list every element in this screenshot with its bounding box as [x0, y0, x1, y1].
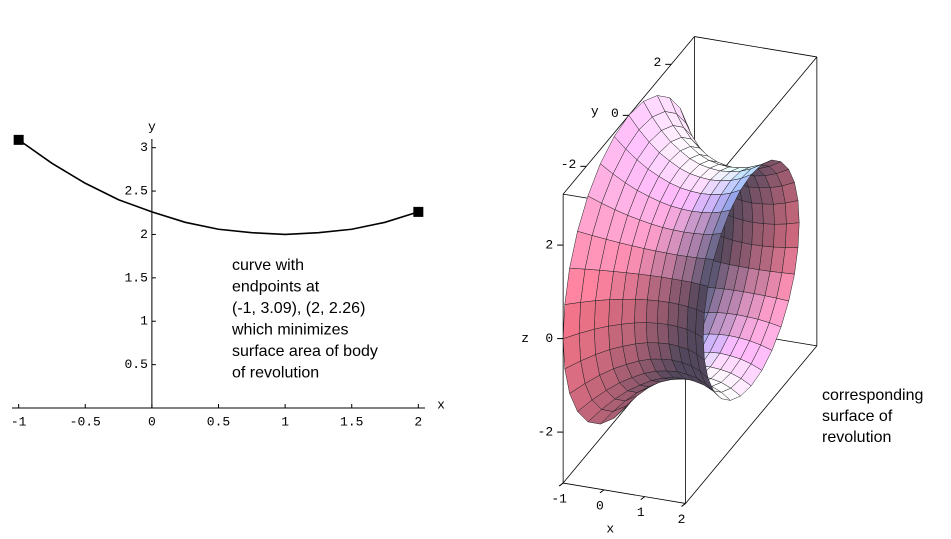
endpoint-marker: [413, 206, 424, 217]
annotation: surface area of body: [232, 343, 378, 360]
annotation: of revolution: [232, 365, 319, 382]
surface-patch: [667, 301, 680, 327]
tick-label: -2: [561, 157, 577, 172]
y-axis-label: y: [148, 119, 156, 134]
annotation: revolution: [822, 429, 891, 446]
surface-patch: [569, 230, 593, 270]
annotation: which minimizes: [231, 322, 348, 339]
surface-patch: [741, 200, 754, 223]
tick: [681, 503, 686, 507]
box-edge: [694, 36, 817, 58]
y-axis-label: y: [591, 104, 599, 119]
tick-label: 1: [637, 505, 645, 520]
z-axis-label: z: [521, 331, 529, 346]
surface-patch: [732, 217, 744, 243]
box-edge: [563, 482, 686, 504]
tick-label: -1: [551, 491, 567, 506]
curve: [18, 139, 419, 236]
surface-patch: [593, 299, 610, 330]
x-axis-label: x: [606, 522, 614, 537]
surface-patch: [762, 203, 775, 225]
x-tick-label: 0: [148, 414, 156, 429]
x-axis-label: x: [437, 397, 445, 412]
surface-patch: [686, 306, 697, 334]
surface-patch: [785, 200, 800, 225]
y-tick-label: 2.5: [124, 184, 147, 199]
surface-patch: [621, 322, 636, 347]
annotation: (-1, 3.09), (2, 2.26): [232, 300, 365, 317]
box-edge: [685, 345, 818, 504]
annotation: curve with: [232, 257, 304, 274]
x-tick-label: 1.5: [340, 414, 363, 429]
surface-patch: [741, 219, 754, 245]
surface-patch: [762, 223, 775, 248]
x-tick-label: -1: [11, 414, 27, 429]
tick: [640, 496, 646, 501]
annotation: corresponding: [822, 387, 923, 404]
surface-patch: [578, 300, 596, 334]
surface-patch: [634, 298, 648, 324]
curve-plot: -1 -0.5 0 0.5 1 1.5 2 0.5 1 1.5 2 2.5 3 x y curve with e…: [11, 119, 445, 429]
surface-patch: [785, 222, 800, 248]
x-tick-label: -0.5: [70, 414, 101, 429]
surface-patch: [634, 322, 648, 345]
surface-patch: [695, 309, 705, 339]
endpoint-marker: [13, 134, 24, 145]
tick-label: -2: [538, 425, 554, 440]
surface-patch: [657, 322, 670, 345]
surface-patch: [657, 300, 670, 325]
surface-plot: -1 0 1 2 -2 0 2 -2 0 2 x y z corresponding surface of r…: [521, 36, 923, 537]
y-tick-label: 1: [140, 314, 148, 329]
surface-patch: [608, 299, 624, 327]
tick-label: 2: [545, 238, 553, 253]
surface: [562, 95, 800, 425]
tick-label: 2: [653, 55, 661, 70]
tick: [558, 482, 564, 487]
surface-patch: [773, 223, 787, 248]
y-tick-label: 1.5: [124, 270, 147, 285]
surface-patch: [773, 202, 787, 225]
surface-patch: [677, 303, 689, 330]
surface-patch: [645, 322, 659, 344]
annotation: surface of: [822, 408, 893, 425]
tick: [599, 489, 605, 494]
tick-label: 2: [678, 512, 686, 527]
y-tick-label: 3: [140, 140, 148, 155]
surface-patch: [645, 299, 659, 324]
x-tick-label: 0.5: [207, 414, 230, 429]
surface-patch: [667, 324, 680, 347]
y-tick-label: 2: [140, 227, 148, 242]
surface-patch: [699, 258, 715, 287]
surface-patch: [593, 325, 610, 355]
tick-label: 0: [611, 106, 619, 121]
surface-patch: [751, 202, 764, 224]
annotation: endpoints at: [232, 279, 320, 296]
surface-patch: [608, 323, 624, 350]
surface-patch: [562, 302, 581, 339]
surface-patch: [621, 298, 636, 325]
tick-label: 0: [596, 498, 604, 513]
surface-patch: [751, 222, 764, 247]
surface-patch: [677, 326, 689, 350]
tick-label: 0: [545, 331, 553, 346]
x-tick-label: 2: [414, 414, 422, 429]
y-tick-label: 0.5: [124, 357, 147, 372]
x-tick-label: 1: [281, 414, 289, 429]
